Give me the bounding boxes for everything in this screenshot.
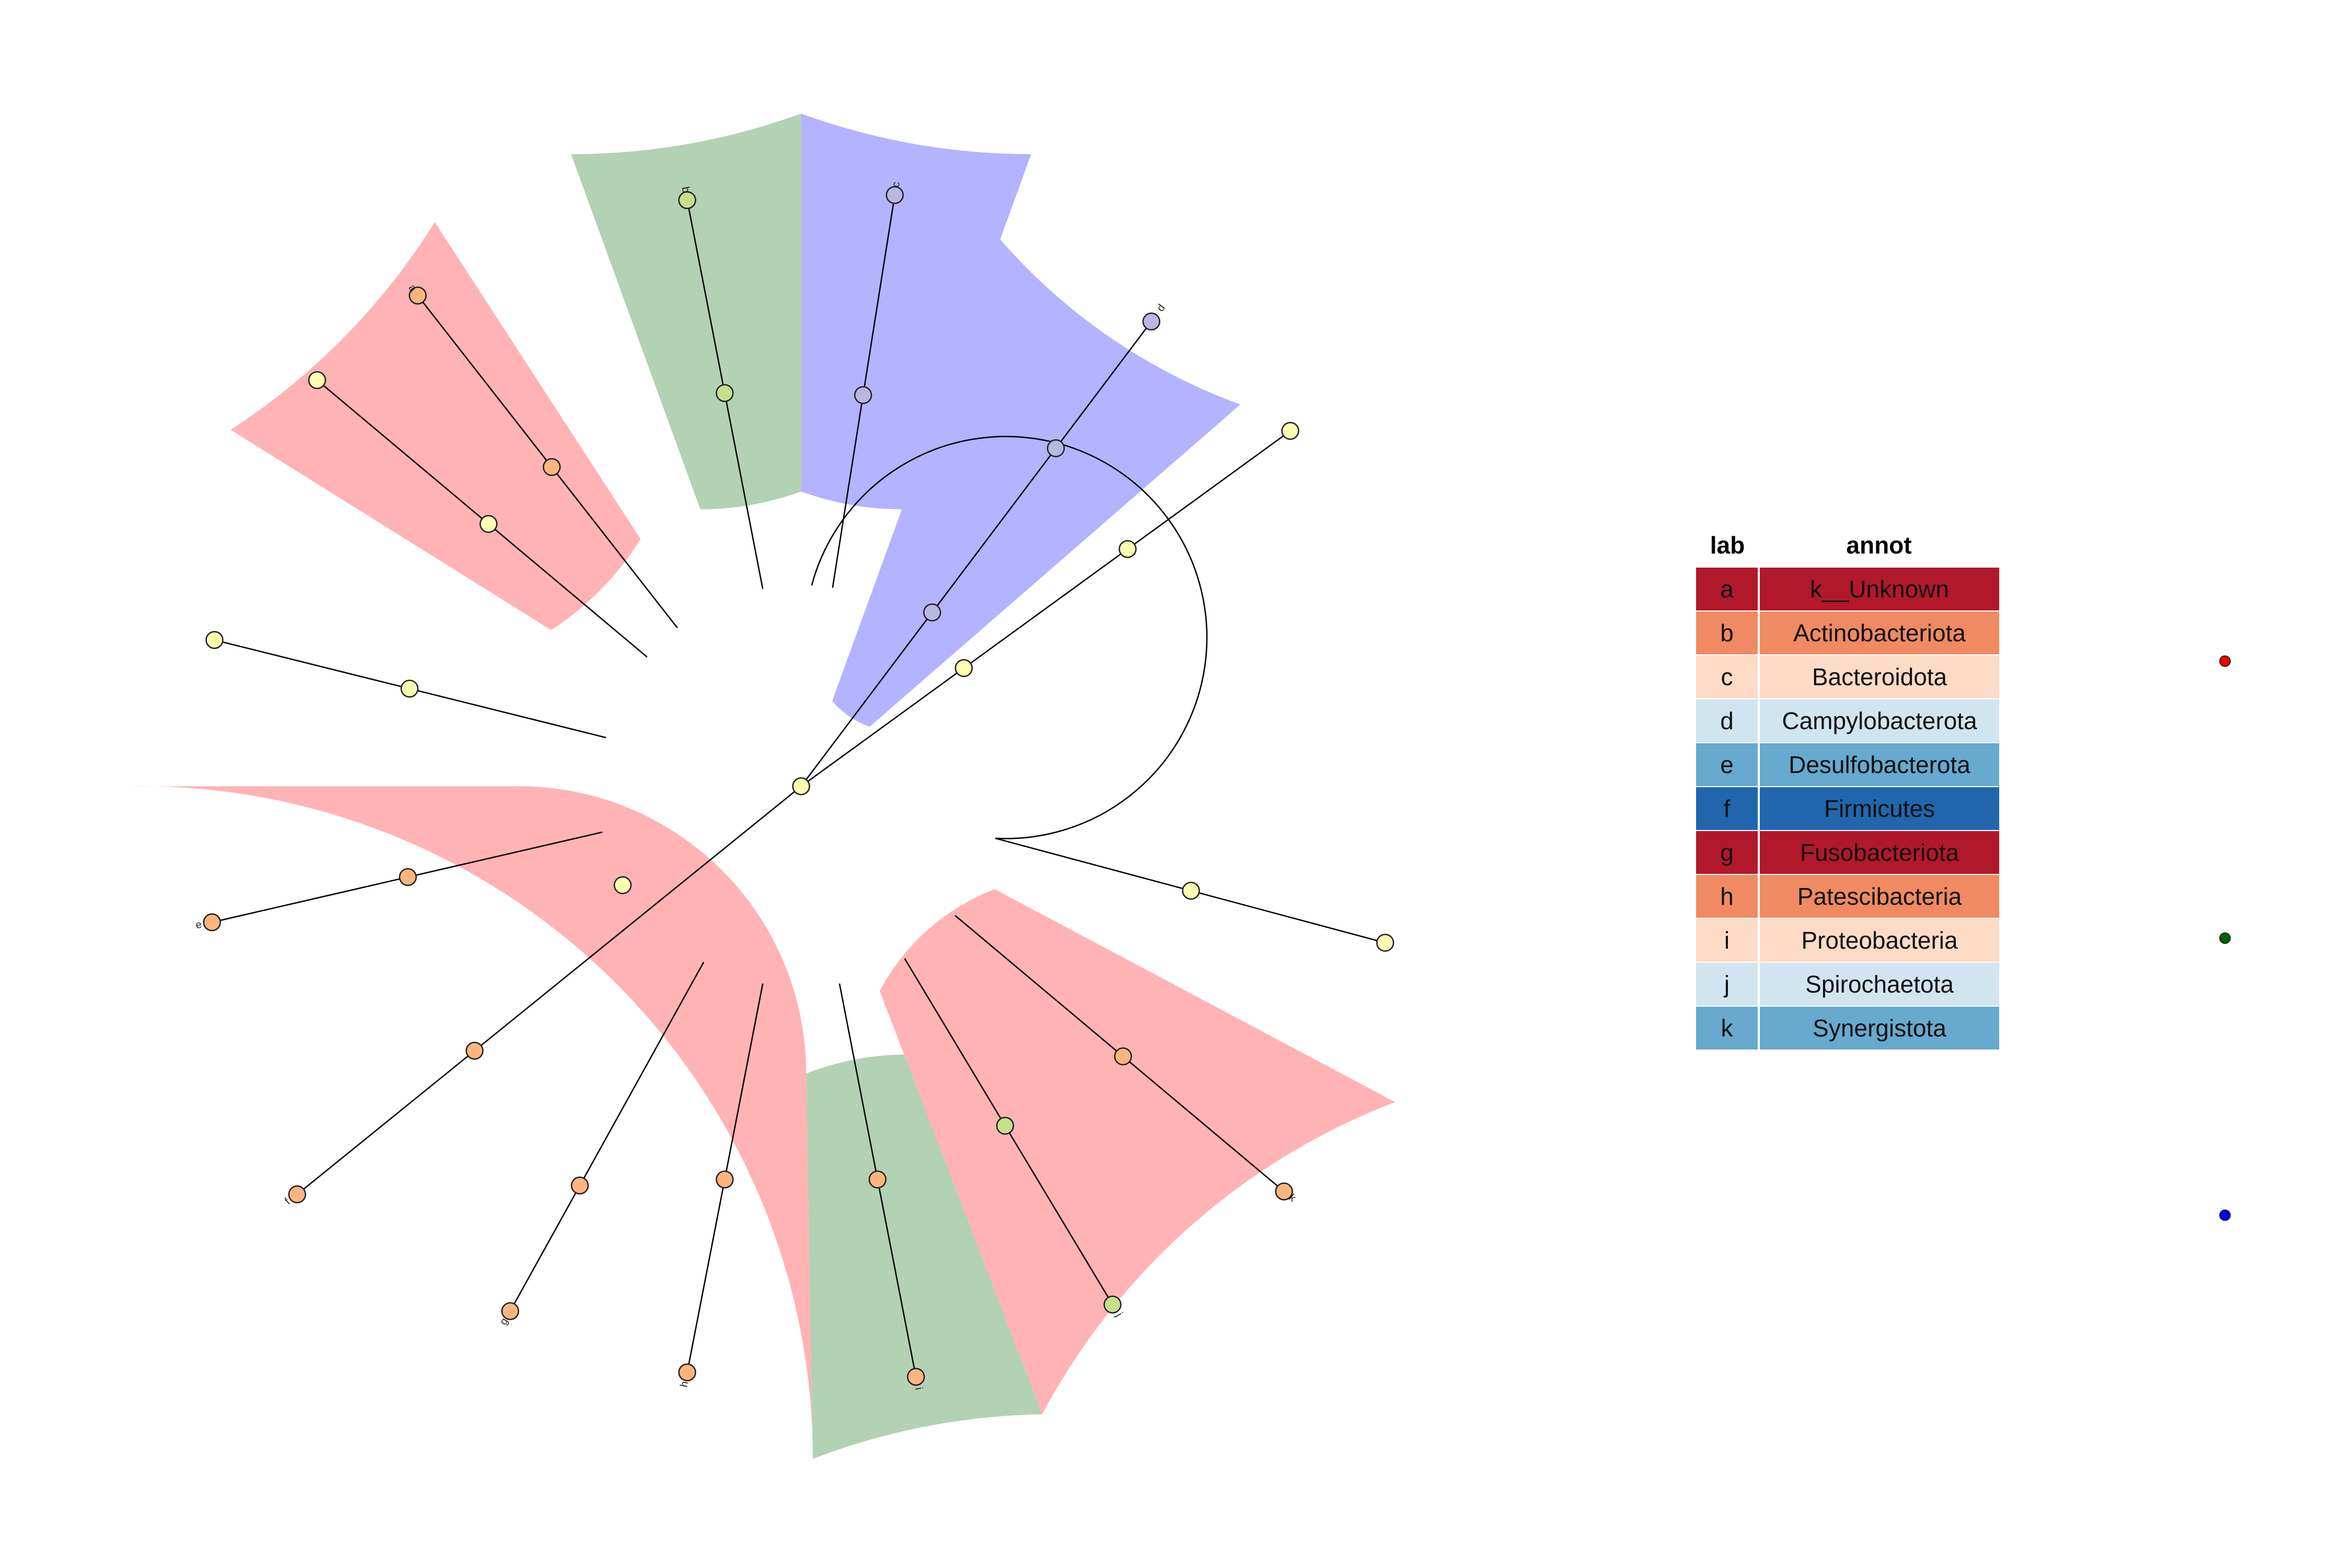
legend-row: g Fusobacteriota [1696,831,1999,874]
legend-row: a k__Unknown [1696,568,1999,610]
legend-row-lab: i [1696,919,1758,962]
legend-row: c Bacteroidota [1696,655,1999,698]
node-yellow [479,515,498,533]
legend-row-lab: f [1696,787,1758,830]
tree-nodes [203,186,1394,1386]
node-orange [1114,1047,1132,1066]
tip-orange [203,913,221,931]
legend-row: f Firmicutes [1696,787,1999,830]
node-blue [854,386,872,405]
legend-row-lab: b [1696,612,1758,654]
branch-node [614,876,632,894]
root-node [792,777,810,795]
node-blue [1142,312,1161,331]
legend-row-annot: Patescibacteria [1760,875,1999,918]
legend-row: d Campylobacterota [1696,699,1999,742]
tip-orange [1275,1182,1293,1201]
node-orange [716,1170,734,1189]
node-orange [868,1170,887,1189]
legend-row: i Proteobacteria [1696,919,1999,962]
clade-highlight-blue [801,113,1031,510]
clade-highlight-green [571,113,801,510]
node-yellow [1182,881,1200,900]
legend-header: lab annot [1696,523,1999,568]
node-yellow [1281,422,1299,440]
group-dot-red [2219,655,2231,667]
node-green [716,384,734,402]
tip-yellow [308,371,326,389]
clade-highlight-red [880,889,1396,1414]
group-dot-blue [2219,1209,2231,1221]
legend-row-annot: Proteobacteria [1760,919,1999,962]
tip-orange [501,1302,520,1320]
node-yellow [1119,540,1137,558]
tip-orange [678,1363,697,1381]
tip-label: h [678,1380,691,1388]
legend-row-lab: a [1696,568,1758,610]
legend-row-lab: d [1696,699,1758,742]
node-orange [543,458,561,476]
legend-row-annot: k__Unknown [1760,568,1999,610]
annotation-legend: lab annot a k__Unknown b Actinobacteriota c B… [1696,523,1999,1051]
node-blue [1046,439,1065,457]
legend-row-lab: j [1696,963,1758,1006]
branch-yellow [801,430,1291,787]
node-green [996,1116,1014,1135]
tip-orange [408,286,427,305]
tip-yellow [1376,933,1394,952]
legend-row-annot: Actinobacteriota [1760,612,1999,654]
legend-row: e Desulfobacterota [1696,743,1999,786]
tip-yellow [205,631,224,649]
legend-row-annot: Spirochaetota [1760,963,1999,1006]
legend-header-lab: lab [1710,532,1745,559]
legend-row: k Synergistota [1696,1007,1999,1050]
node-orange [399,868,417,886]
tip-label: c [890,181,902,188]
tip-blue [885,186,904,204]
tip-orange [907,1368,925,1386]
legend-row-lab: e [1696,743,1758,786]
node-orange [465,1042,484,1060]
branch-blue-deep [800,321,1152,787]
legend-row-annot: Desulfobacterota [1760,743,1999,786]
branch [296,786,802,1195]
legend-row-annot: Synergistota [1760,1007,1999,1050]
legend-row: j Spirochaetota [1696,963,1999,1006]
legend-rows: a k__Unknown b Actinobacteriota c Bacteroidot… [1696,568,1999,1050]
legend-row-annot: Campylobacterota [1760,699,1999,742]
tip-green [678,191,697,210]
clade-highlight-red [230,222,641,630]
tip-label: e [194,919,203,931]
legend-header-annot: annot [1846,532,1912,559]
group-dot-green [2219,932,2231,944]
branch [510,962,705,1312]
node-yellow [400,679,419,698]
clade-highlights [128,113,1396,1459]
legend-row-lab: g [1696,831,1758,874]
node-orange [571,1177,589,1195]
legend-row-lab: h [1696,875,1758,918]
tip-label: i [913,1386,924,1391]
legend-row: b Actinobacteriota [1696,612,1999,654]
legend-row-annot: Fusobacteriota [1760,831,1999,874]
legend-row-annot: Firmicutes [1760,787,1999,830]
legend-row-lab: k [1696,1007,1758,1050]
tip-green [1103,1295,1122,1314]
tip-label: d [1155,302,1167,314]
node-yellow [954,659,973,677]
legend-row-lab: c [1696,655,1758,698]
tip-orange [288,1185,306,1204]
clade-highlight-green [806,1054,1042,1459]
legend-row-annot: Bacteroidota [1760,655,1999,698]
clade-highlight-red [128,786,813,1459]
legend-row: h Patescibacteria [1696,875,1999,918]
tip-label: b [679,186,692,193]
node-blue [923,603,941,621]
